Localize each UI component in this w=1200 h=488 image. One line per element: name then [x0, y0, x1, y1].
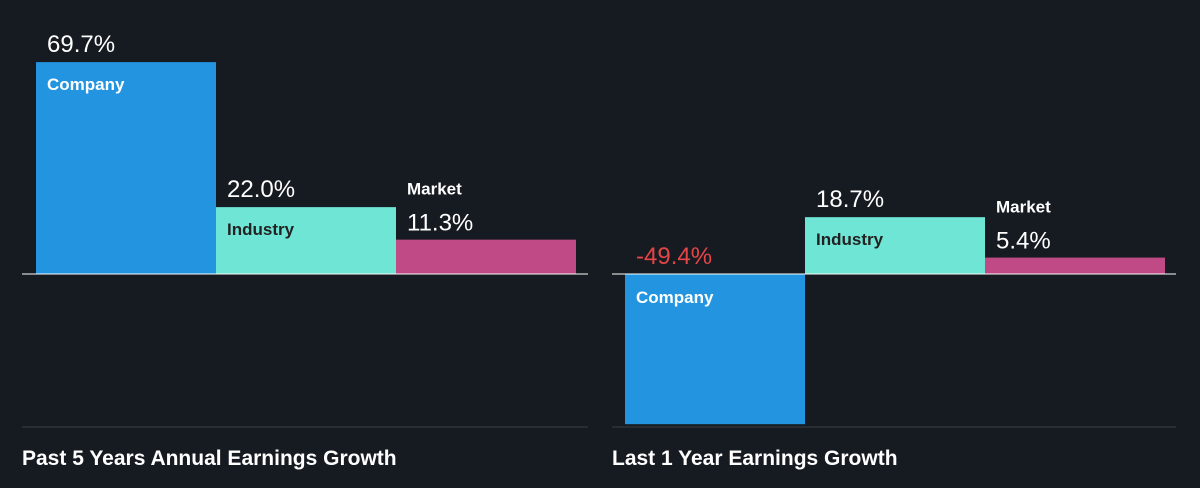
bar-company [36, 62, 216, 274]
chart-panel-1: Company 69.7% Industry 22.0% Market 11.3% Past… [22, 31, 588, 470]
value-label-market: 11.3% [407, 210, 473, 237]
bar-label-market: Market [996, 198, 1051, 217]
bar-market [396, 239, 576, 274]
bar-company [625, 274, 805, 425]
bar-industry [216, 207, 396, 274]
value-label-industry: 22.0% [227, 176, 295, 203]
bar-label-company: Company [47, 75, 125, 94]
value-label-company: 69.7% [47, 31, 115, 58]
value-label-industry: 18.7% [816, 186, 884, 213]
bar-label-industry: Industry [816, 230, 884, 249]
value-label-market: 5.4% [996, 228, 1051, 255]
bar-label-market: Market [407, 180, 462, 199]
bar-label-industry: Industry [227, 220, 295, 239]
bar-industry [805, 217, 985, 274]
bar-label-company: Company [636, 288, 714, 307]
chart-panel-2: Company -49.4% Industry 18.7% Market 5.4% Last… [612, 186, 1176, 470]
chart-title: Last 1 Year Earnings Growth [612, 447, 898, 470]
bar-market [985, 257, 1165, 274]
chart-title: Past 5 Years Annual Earnings Growth [22, 447, 397, 470]
value-label-company: -49.4% [636, 243, 712, 270]
